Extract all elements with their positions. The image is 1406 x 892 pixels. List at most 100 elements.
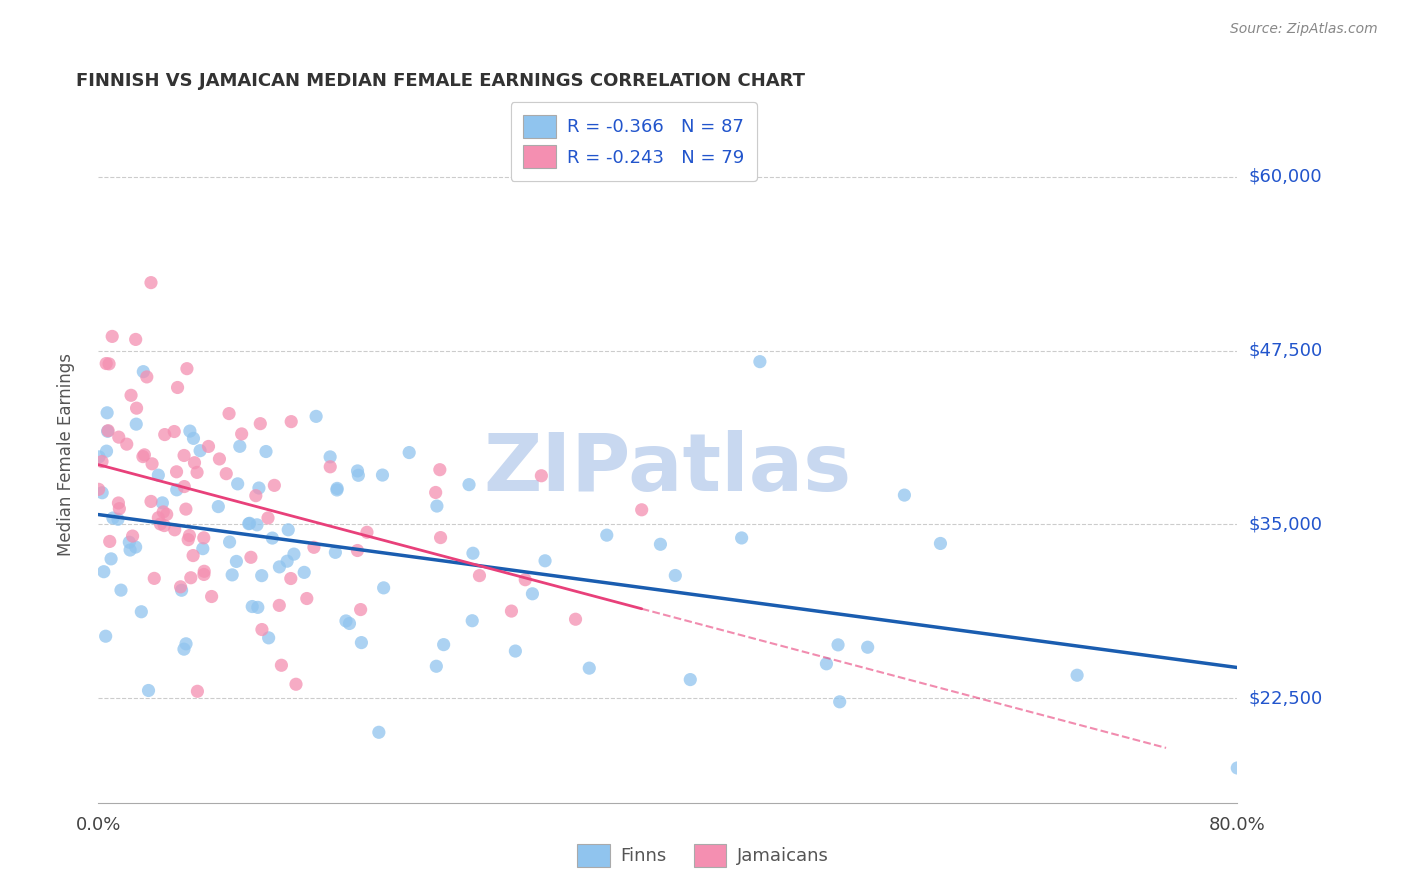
Point xyxy=(124,540,146,554)
Point xyxy=(240,599,263,614)
Point xyxy=(183,431,205,445)
Point xyxy=(131,605,153,619)
Point xyxy=(120,388,142,402)
Point xyxy=(201,590,224,604)
Point xyxy=(139,276,162,290)
Point xyxy=(176,361,198,376)
Point xyxy=(1066,668,1088,682)
Point xyxy=(815,657,838,671)
Point xyxy=(564,612,586,626)
Point xyxy=(132,450,155,464)
Point xyxy=(221,567,243,582)
Point xyxy=(173,642,195,657)
Point xyxy=(285,677,308,691)
Point xyxy=(501,604,523,618)
Point xyxy=(295,591,318,606)
Point xyxy=(283,547,305,561)
Legend: Finns, Jamaicans: Finns, Jamaicans xyxy=(569,837,837,874)
Point xyxy=(730,531,752,545)
Point xyxy=(149,516,172,531)
Text: FINNISH VS JAMAICAN MEDIAN FEMALE EARNINGS CORRELATION CHART: FINNISH VS JAMAICAN MEDIAN FEMALE EARNIN… xyxy=(76,72,804,90)
Point xyxy=(269,599,291,613)
Point xyxy=(856,640,879,655)
Point xyxy=(578,661,600,675)
Point xyxy=(166,465,188,479)
Point xyxy=(166,380,188,394)
Point xyxy=(225,554,247,568)
Point xyxy=(429,531,451,545)
Point xyxy=(197,439,219,453)
Point xyxy=(98,534,121,549)
Point xyxy=(180,571,202,585)
Point xyxy=(218,535,240,549)
Point xyxy=(239,516,262,531)
Point xyxy=(148,468,170,483)
Text: Source: ZipAtlas.com: Source: ZipAtlas.com xyxy=(1230,22,1378,37)
Point xyxy=(193,564,215,578)
Point xyxy=(107,430,129,444)
Point xyxy=(277,523,299,537)
Point xyxy=(292,566,315,580)
Point xyxy=(929,536,952,550)
Point xyxy=(94,629,117,643)
Text: $35,000: $35,000 xyxy=(1249,516,1323,533)
Point xyxy=(250,623,273,637)
Point xyxy=(138,683,160,698)
Point xyxy=(245,489,267,503)
Point xyxy=(169,580,191,594)
Point xyxy=(276,554,298,568)
Text: $47,500: $47,500 xyxy=(1249,342,1323,359)
Point xyxy=(143,571,166,585)
Point xyxy=(325,545,347,559)
Point xyxy=(339,616,361,631)
Point xyxy=(118,535,141,549)
Point xyxy=(347,468,370,483)
Point xyxy=(125,333,148,347)
Point xyxy=(679,673,702,687)
Point xyxy=(93,565,115,579)
Point xyxy=(250,568,273,582)
Point xyxy=(257,511,280,525)
Point xyxy=(108,501,131,516)
Point xyxy=(246,517,269,532)
Point xyxy=(177,533,200,547)
Point xyxy=(91,454,114,468)
Point xyxy=(664,568,686,582)
Text: $60,000: $60,000 xyxy=(1249,168,1322,186)
Point xyxy=(186,466,208,480)
Point xyxy=(141,457,163,471)
Point xyxy=(326,482,349,496)
Point xyxy=(207,500,229,514)
Point xyxy=(163,425,186,439)
Point xyxy=(827,638,849,652)
Point xyxy=(91,485,114,500)
Point xyxy=(186,684,208,698)
Point xyxy=(398,445,420,459)
Point xyxy=(425,485,447,500)
Point xyxy=(101,511,124,525)
Point xyxy=(458,477,481,491)
Point xyxy=(218,407,240,421)
Point xyxy=(115,437,138,451)
Point xyxy=(107,496,129,510)
Point xyxy=(262,531,284,545)
Point xyxy=(193,531,215,545)
Point xyxy=(433,638,456,652)
Point xyxy=(173,449,195,463)
Point xyxy=(229,439,252,453)
Point xyxy=(238,516,260,531)
Point xyxy=(156,508,179,522)
Text: ZIPatlas: ZIPatlas xyxy=(484,430,852,508)
Point xyxy=(153,427,176,442)
Point xyxy=(305,409,328,424)
Point xyxy=(596,528,619,542)
Point xyxy=(280,572,302,586)
Point xyxy=(134,448,156,462)
Point xyxy=(173,479,195,493)
Point xyxy=(215,467,238,481)
Point xyxy=(346,464,368,478)
Point xyxy=(110,583,132,598)
Point xyxy=(193,567,215,582)
Point xyxy=(429,463,451,477)
Point xyxy=(346,543,368,558)
